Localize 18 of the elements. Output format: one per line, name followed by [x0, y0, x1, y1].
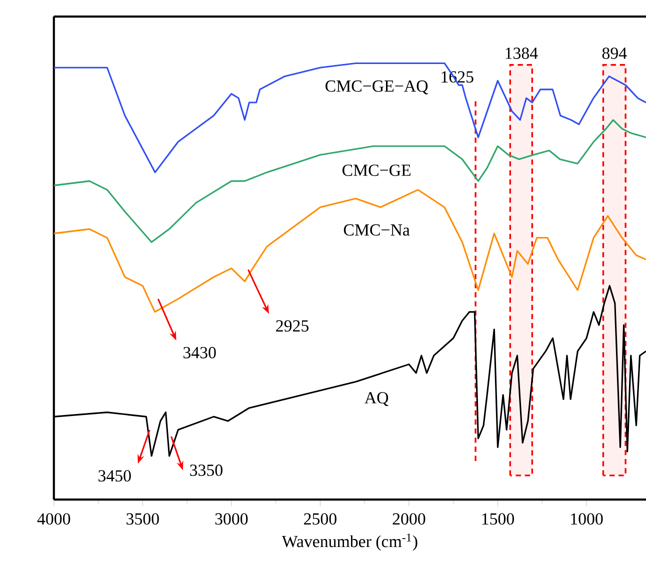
x-tick-label: 2000: [392, 513, 426, 525]
series-label: CMC−GE−AQ: [326, 80, 428, 95]
annotation: 3450: [98, 470, 131, 482]
annotation: 3430: [184, 347, 216, 359]
band-label: 1384: [506, 48, 538, 60]
x-tick-label: 2500: [304, 513, 336, 525]
series-label: CMC−Na: [344, 224, 410, 236]
x-tick-label: 3000: [215, 513, 248, 525]
x-tick-label: 3500: [126, 513, 159, 525]
series-label: CMC−GE: [342, 164, 410, 176]
x-tick-label: 4000: [37, 513, 70, 525]
annotation: 2925: [276, 320, 308, 332]
band-label: 894: [602, 48, 627, 60]
x-tick-label: 1500: [482, 513, 514, 525]
annotation: 3350: [190, 464, 222, 476]
x-axis-title: Wavenumber (cm$^{-1}$): [282, 534, 418, 551]
x-tick-label: 1000: [571, 513, 603, 525]
series-label: AQ: [364, 392, 388, 406]
